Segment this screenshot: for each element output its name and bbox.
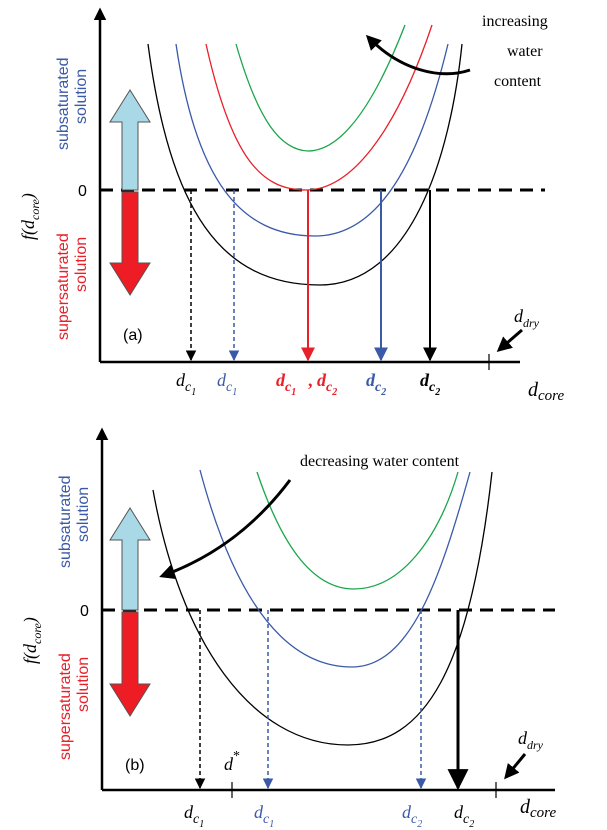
panel-a-annotation-line1: increasing [482,13,548,30]
panel-a-tick-black-dc2: dc2 [420,370,440,398]
panel-a-supersat-line1: supersaturated [55,233,72,340]
panel-a-curve-red [205,24,433,191]
panel-a-up-arrow [109,89,151,191]
panel-a-annotation-arrow [365,34,471,76]
panel-b-curve-green [256,471,459,590]
panel-b-y-axis-label: f(dcore) [20,617,44,664]
panel-a-y-axis-label: f(dcore) [18,193,42,240]
panel-a-tick-red-dc2: dc2 [317,370,337,398]
panel-a-label: (a) [123,327,143,344]
panel-b-supersat-line1: supersaturated [57,653,74,760]
panel-b-annotation: decreasing water content [300,453,460,470]
panel-b-x-axis-label: dcore [520,796,556,821]
panel-a-tick-black-dc1: dc1 [176,370,196,398]
panel-b-tick-blue-dc2: dc2 [402,802,422,830]
svg-text:f(dcore): f(dcore) [20,617,44,664]
panel-a-curve-green [235,24,406,152]
panel-a-ddry-arrow [496,328,523,352]
panel-b-label: (b) [125,757,145,774]
panel-b-ddry-label: ddry [518,728,544,752]
panel-b-supersat-line2: solution [75,657,92,712]
panel-b-ddry-arrow [504,753,527,780]
panel-a-ddry-label: ddry [514,306,540,330]
panel-a-tick-blue-dc2: dc2 [366,370,386,398]
panel-b-saturation-arrow [109,507,151,717]
svg-text:f(dcore): f(dcore) [18,193,42,240]
panel-b-dstar-label: d* [224,749,240,774]
panel-a-saturation-arrow [109,89,151,296]
panel-a-tick-comma: , [308,370,313,390]
panel-a-subsat-line2: solution [73,69,90,124]
panel-b-curve-blue [199,469,471,668]
panel-a-annotation-line3: content [494,73,542,90]
panel-a-x-axis-label: dcore [528,379,564,404]
panel-b-tick-blue-dc1: dc1 [254,802,274,830]
panel-a-curve-black [147,43,463,286]
panel-b-tick-black-dc2: dc2 [454,802,474,830]
panel-b-annotation-arrow [159,479,292,579]
panel-a-down-arrow [109,191,151,296]
panel-a: 0 subsaturated solution supersaturated s… [18,7,564,404]
panel-a-tick-red-dc1: dc1 [276,370,296,398]
panel-a-subsat-line1: subsaturated [55,57,72,150]
panel-a-supersat-line2: solution [73,237,90,292]
panel-b: 0 subsaturated solution supersaturated s… [20,427,556,830]
panel-a-annotation-line2: water [507,43,543,60]
panel-a-curve-blue [175,43,449,237]
panel-a-zero-label: 0 [78,183,87,200]
panel-b-curve-black [152,471,493,746]
panel-b-subsat-line1: subsaturated [57,475,74,568]
panel-b-zero-label: 0 [80,603,89,620]
panel-b-subsat-line2: solution [75,487,92,542]
panel-b-up-arrow [109,507,151,611]
panel-a-tick-blue-dc1: dc1 [217,370,237,398]
panel-b-tick-black-dc1: dc1 [184,802,204,830]
panel-b-down-arrow [109,611,151,717]
